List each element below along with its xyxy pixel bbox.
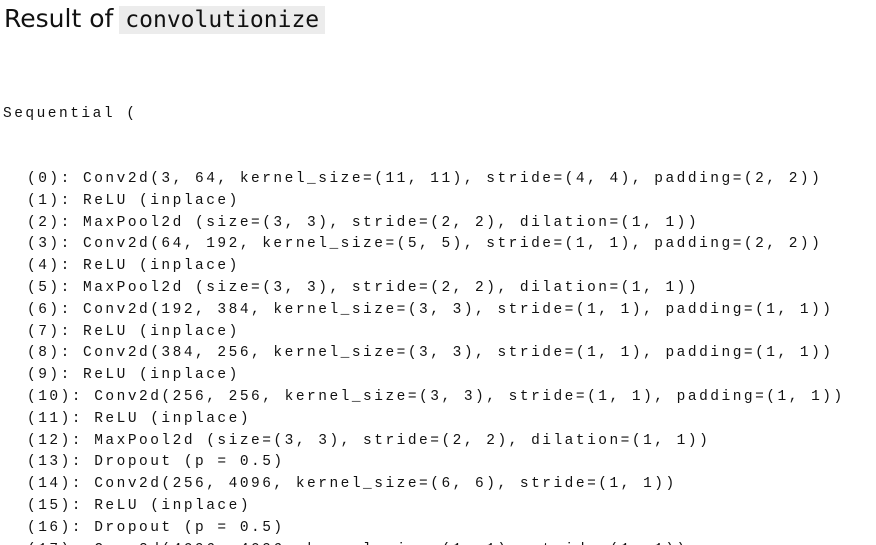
code-line: (14): Conv2d(256, 4096, kernel_size=(6, …	[27, 476, 677, 493]
code-line: (6): Conv2d(192, 384, kernel_size=(3, 3)…	[27, 301, 834, 318]
code-line: (15): ReLU (inplace)	[27, 497, 252, 514]
code-line: (4): ReLU (inplace)	[27, 258, 240, 275]
code-line: (10): Conv2d(256, 256, kernel_size=(3, 3…	[27, 388, 845, 405]
code-block: Sequential ( (0): Conv2d(3, 64, kernel_s…	[3, 60, 845, 545]
heading-text: Result of	[4, 4, 114, 33]
code-line: (2): MaxPool2d (size=(3, 3), stride=(2, …	[27, 214, 700, 231]
code-items: (0): Conv2d(3, 64, kernel_size=(11, 11),…	[3, 169, 845, 545]
code-line: (13): Dropout (p = 0.5)	[27, 454, 285, 471]
code-line: (11): ReLU (inplace)	[27, 410, 252, 427]
code-line: (9): ReLU (inplace)	[27, 367, 240, 384]
code-line: (1): ReLU (inplace)	[27, 192, 240, 209]
code-line: (17): Conv2d(4096, 4096, kernel_size=(1,…	[3, 540, 845, 545]
code-line: (7): ReLU (inplace)	[27, 323, 240, 340]
code-line: (8): Conv2d(384, 256, kernel_size=(3, 3)…	[27, 345, 834, 362]
code-line: (3): Conv2d(64, 192, kernel_size=(5, 5),…	[27, 236, 823, 253]
code-line: Sequential (	[3, 105, 138, 122]
code-line: (5): MaxPool2d (size=(3, 3), stride=(2, …	[27, 279, 700, 296]
code-line: (0): Conv2d(3, 64, kernel_size=(11, 11),…	[27, 170, 823, 187]
heading-code: convolutionize	[119, 6, 326, 34]
heading: Result of convolutionize	[4, 2, 326, 37]
code-line: (16): Dropout (p = 0.5)	[27, 519, 285, 536]
code-line: (12): MaxPool2d (size=(3, 3), stride=(2,…	[27, 432, 711, 449]
